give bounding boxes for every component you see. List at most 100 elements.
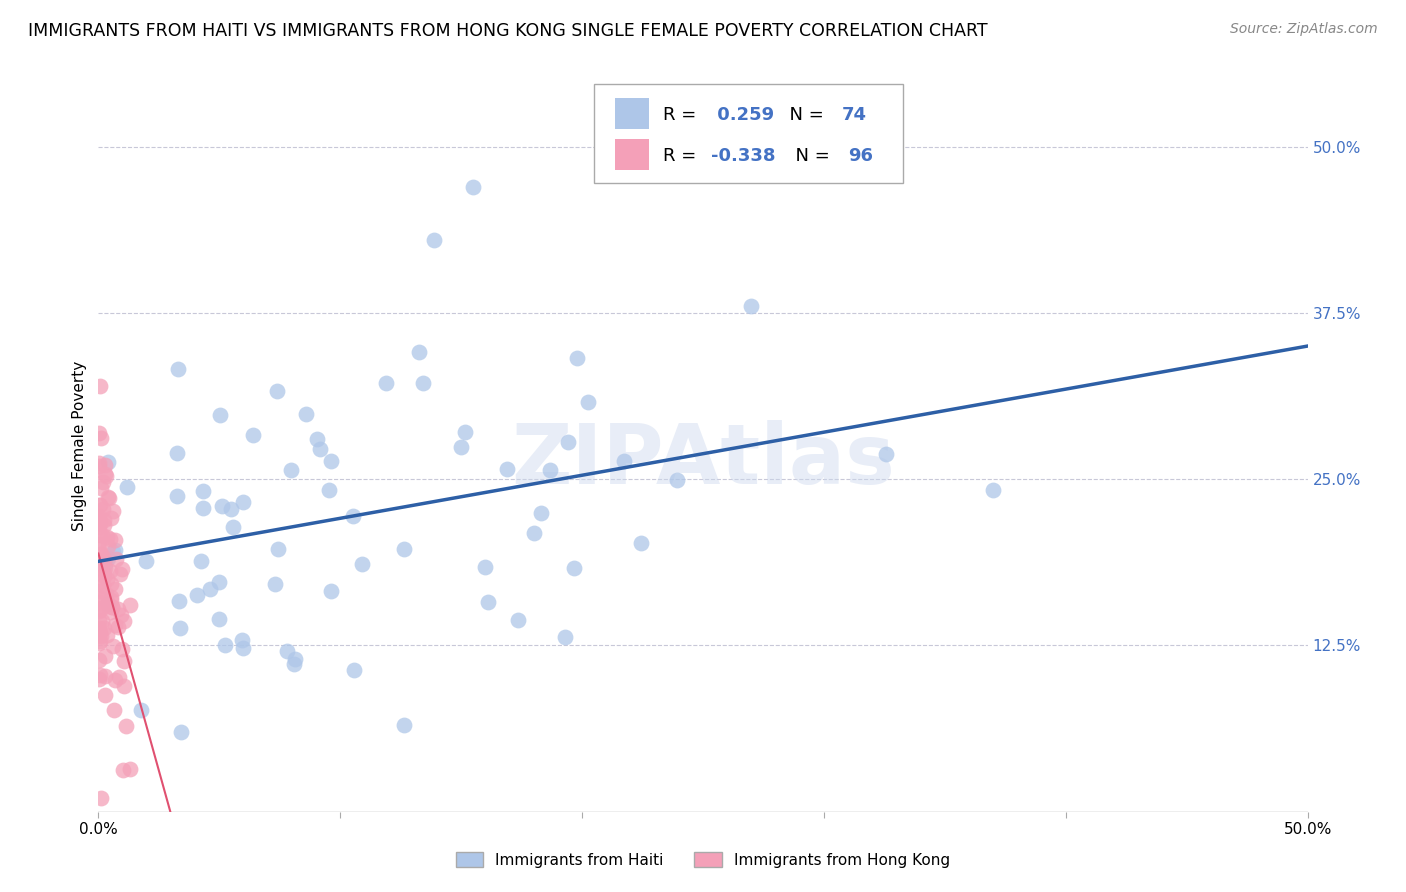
Point bbox=[103, 503, 125, 517]
Point bbox=[89, 625, 111, 640]
Point bbox=[554, 630, 576, 644]
Point bbox=[89, 584, 111, 599]
Point bbox=[97, 597, 120, 611]
Point bbox=[91, 528, 114, 542]
Point bbox=[463, 179, 485, 194]
Point bbox=[276, 644, 298, 658]
Point bbox=[115, 719, 138, 733]
Point bbox=[101, 600, 124, 615]
Point bbox=[100, 591, 122, 605]
Point bbox=[90, 547, 112, 561]
Point bbox=[96, 540, 118, 554]
Point bbox=[222, 520, 245, 534]
Point bbox=[120, 598, 142, 612]
Point bbox=[104, 582, 127, 596]
Point bbox=[87, 541, 110, 556]
Point bbox=[103, 617, 125, 632]
Point bbox=[530, 506, 553, 520]
Point bbox=[232, 640, 254, 655]
Point bbox=[89, 555, 111, 569]
Point bbox=[108, 567, 131, 582]
Text: -0.338: -0.338 bbox=[711, 147, 776, 165]
Point bbox=[221, 502, 243, 516]
Point bbox=[94, 561, 117, 575]
Point bbox=[104, 533, 127, 547]
Point bbox=[208, 409, 231, 423]
Point bbox=[87, 614, 110, 628]
Point bbox=[90, 629, 112, 643]
Point bbox=[166, 362, 188, 376]
Point bbox=[576, 395, 599, 409]
Point bbox=[98, 533, 121, 547]
Point bbox=[231, 632, 253, 647]
Point bbox=[111, 763, 134, 777]
Point bbox=[100, 593, 122, 607]
Point bbox=[89, 627, 111, 641]
Point bbox=[167, 594, 190, 608]
FancyBboxPatch shape bbox=[595, 84, 903, 183]
Point bbox=[89, 498, 111, 512]
Point bbox=[107, 620, 129, 634]
Legend: Immigrants from Haiti, Immigrants from Hong Kong: Immigrants from Haiti, Immigrants from H… bbox=[449, 844, 957, 875]
Point bbox=[112, 679, 135, 693]
Point bbox=[284, 651, 307, 665]
Point bbox=[110, 642, 132, 657]
Point bbox=[613, 454, 636, 468]
Point bbox=[523, 525, 546, 540]
Text: R =: R = bbox=[664, 106, 702, 124]
Point bbox=[90, 791, 112, 805]
Point bbox=[89, 527, 111, 541]
Text: 74: 74 bbox=[842, 106, 868, 124]
Text: R =: R = bbox=[664, 147, 702, 165]
Point bbox=[87, 456, 110, 470]
Point bbox=[242, 427, 264, 442]
Point bbox=[96, 628, 118, 642]
Text: ZIPAtlas: ZIPAtlas bbox=[510, 420, 896, 501]
Point bbox=[104, 673, 127, 687]
Point bbox=[538, 462, 561, 476]
Point bbox=[93, 649, 115, 664]
Point bbox=[495, 461, 517, 475]
Point bbox=[352, 557, 374, 571]
Point bbox=[166, 489, 188, 503]
Point bbox=[96, 530, 118, 544]
Point bbox=[91, 614, 114, 628]
Point bbox=[198, 582, 221, 596]
Point bbox=[557, 435, 579, 450]
Point bbox=[89, 509, 111, 524]
Point bbox=[93, 553, 115, 567]
Point bbox=[87, 574, 110, 589]
Text: Source: ZipAtlas.com: Source: ZipAtlas.com bbox=[1230, 22, 1378, 37]
Point bbox=[108, 670, 131, 684]
Point bbox=[94, 587, 117, 601]
Point bbox=[394, 542, 416, 557]
Point bbox=[309, 442, 332, 457]
Point bbox=[91, 549, 114, 564]
Point bbox=[319, 453, 342, 467]
Point bbox=[450, 440, 472, 454]
Point bbox=[211, 499, 233, 513]
Point bbox=[89, 561, 111, 575]
Point bbox=[166, 446, 188, 460]
Text: N =: N = bbox=[785, 147, 835, 165]
Point bbox=[190, 554, 212, 568]
Point bbox=[94, 689, 117, 703]
Bar bbox=[614, 139, 648, 169]
Point bbox=[665, 473, 688, 487]
Point bbox=[112, 655, 135, 669]
Point bbox=[321, 583, 343, 598]
Point bbox=[94, 469, 117, 483]
Point bbox=[93, 566, 115, 581]
Point bbox=[562, 561, 585, 575]
Point bbox=[295, 407, 318, 421]
Point bbox=[89, 520, 111, 534]
Point bbox=[412, 376, 434, 390]
Point bbox=[89, 673, 111, 687]
Point bbox=[89, 556, 111, 570]
Point bbox=[283, 657, 305, 672]
Point bbox=[423, 233, 446, 247]
Point bbox=[104, 551, 127, 566]
Point bbox=[107, 602, 129, 616]
Point bbox=[94, 467, 117, 482]
Point bbox=[343, 663, 366, 677]
